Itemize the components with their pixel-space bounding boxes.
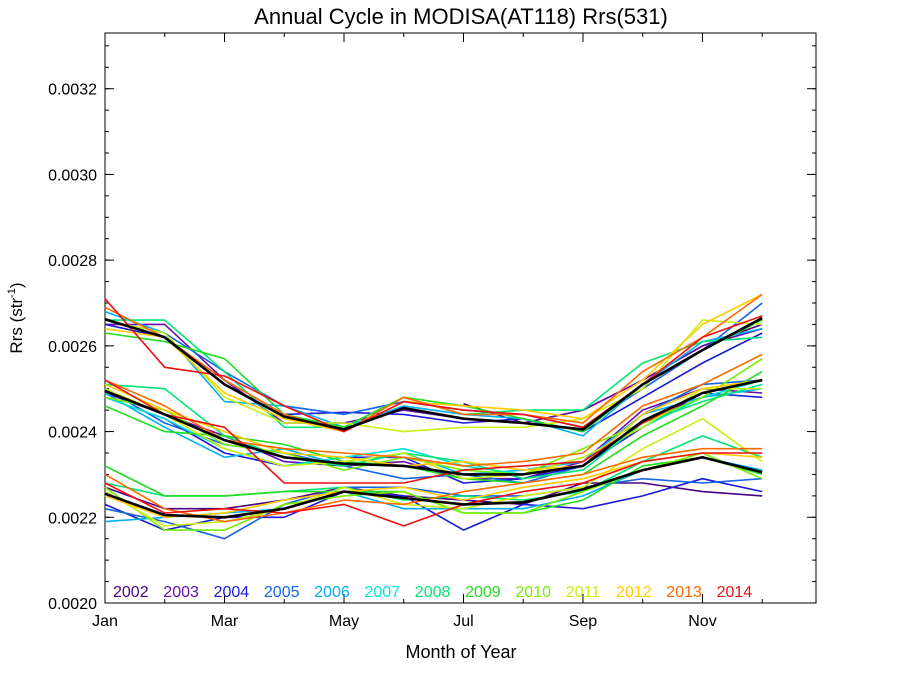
series-line-22: [104, 379, 763, 484]
x-tick-label: Mar: [211, 613, 239, 630]
y-tick-label: 0.0022: [48, 510, 97, 527]
series-line-20: [104, 379, 763, 471]
series-layer: [104, 293, 763, 540]
legend-item-2004: 2004: [214, 584, 250, 601]
y-axis: 0.0020 0.0022 0.0024 0.0026 0.0028 0.0030 0.00…: [48, 45, 816, 613]
series-line-33: [104, 452, 763, 527]
legend-item-2002: 2002: [113, 584, 149, 601]
y-axis-label-close: ): [7, 282, 26, 288]
series-line-32: [104, 447, 763, 523]
legend-item-2011: 2011: [566, 584, 601, 601]
series-line-30: [104, 417, 763, 527]
series-line-21: [104, 353, 763, 467]
series-line-19: [104, 387, 763, 480]
series-line-8: [104, 293, 763, 433]
series-line-10: [104, 298, 763, 433]
y-tick-label: 0.0024: [48, 425, 97, 442]
x-axis: Jan Mar May Jul Sep Nov: [92, 33, 763, 630]
y-tick-label: 0.0032: [48, 82, 97, 99]
legend-item-2013: 2013: [666, 584, 702, 601]
series-line-36: [104, 456, 763, 519]
x-axis-label: Month of Year: [405, 642, 516, 662]
chart-title: Annual Cycle in MODISA(AT118) Rrs(531): [254, 4, 668, 29]
y-tick-label: 0.0026: [48, 339, 97, 356]
legend-item-2006: 2006: [314, 584, 350, 601]
legend-item-2007: 2007: [365, 584, 401, 601]
x-tick-label: Jul: [453, 613, 473, 630]
y-tick-label: 0.0030: [48, 167, 97, 184]
legend-item-2003: 2003: [163, 584, 199, 601]
y-axis-label-exponent: -1: [6, 288, 18, 298]
x-tick-label: Sep: [569, 613, 598, 630]
y-axis-label: Rrs (str-1): [6, 282, 26, 353]
legend-item-2008: 2008: [415, 584, 451, 601]
x-tick-label: Jan: [92, 613, 118, 630]
legend-item-2012: 2012: [616, 584, 652, 601]
y-axis-label-text: Rrs (str: [7, 298, 26, 354]
y-tick-label: 0.0028: [48, 253, 97, 270]
legend: 2002 2003 2004 2005 2006 2007 2008 2009 2010 2011…: [113, 584, 752, 601]
legend-item-2005: 2005: [264, 584, 300, 601]
y-tick-label: 0.0020: [48, 596, 97, 613]
series-line-35: [104, 378, 763, 476]
x-tick-label: May: [329, 613, 359, 630]
series-line-34: [104, 316, 763, 431]
legend-item-2014: 2014: [717, 584, 753, 601]
legend-item-2009: 2009: [465, 584, 501, 601]
plot-frame: [104, 32, 817, 604]
legend-item-2010: 2010: [515, 584, 551, 601]
x-tick-label: Nov: [688, 613, 716, 630]
series-line-25: [104, 477, 763, 540]
